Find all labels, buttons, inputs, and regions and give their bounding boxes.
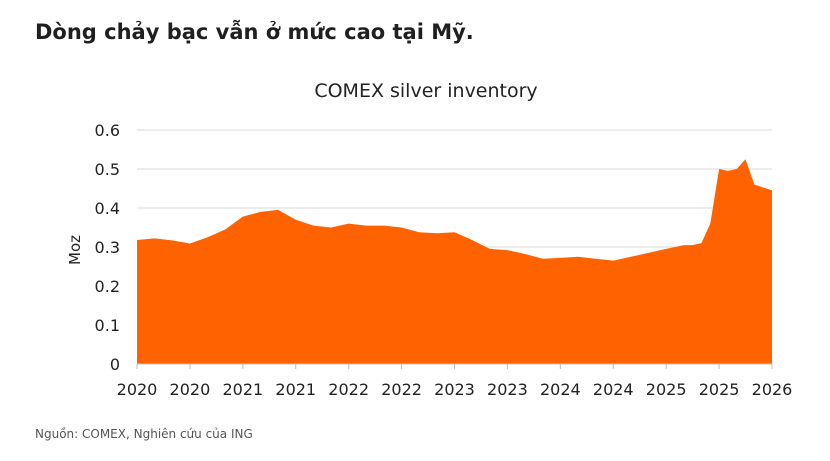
axis-layer: 0 0.1 0.2 0.3 0.4 0.5 0.6 2020 2020 2021 2021 2022 2…: [95, 121, 793, 399]
inventory-area: [137, 159, 772, 364]
headline: Dòng chảy bạc vẫn ở mức cao tại Mỹ.: [35, 20, 474, 44]
source-note: Nguồn: COMEX, Nghiên cứu của ING: [35, 427, 253, 441]
x-tick-label: 2021: [275, 380, 316, 399]
x-tick-label: 2025: [699, 380, 740, 399]
x-tick-label: 2022: [328, 380, 369, 399]
y-tick-label: 0.3: [95, 238, 120, 257]
x-tick-label: 2021: [222, 380, 263, 399]
x-tick-label: 2023: [487, 380, 528, 399]
y-tick-label: 0.2: [95, 277, 120, 296]
y-tick-label: 0.5: [95, 160, 120, 179]
x-tick-label: 2022: [381, 380, 422, 399]
x-tick-label: 2024: [593, 380, 634, 399]
y-tick-label: 0.6: [95, 121, 120, 140]
y-tick-label: 0.4: [95, 199, 120, 218]
area-layer: [137, 159, 772, 364]
x-tick-label: 2020: [117, 380, 158, 399]
y-axis-label: Moz: [66, 235, 84, 265]
x-tick-label: 2020: [170, 380, 211, 399]
x-tick-label: 2023: [434, 380, 475, 399]
x-tick-label: 2026: [752, 380, 793, 399]
y-tick-label: 0: [110, 355, 120, 374]
chart-title: COMEX silver inventory: [314, 80, 537, 102]
x-tick-label: 2025: [646, 380, 687, 399]
x-tick-label: 2024: [540, 380, 581, 399]
y-tick-label: 0.1: [95, 316, 120, 335]
